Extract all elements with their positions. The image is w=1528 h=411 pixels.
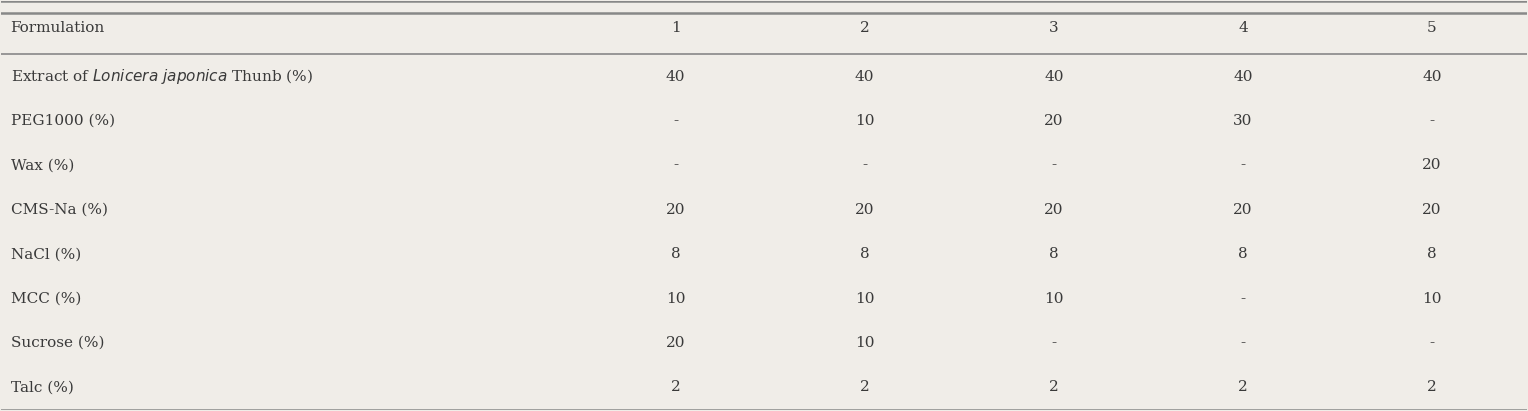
Text: Sucrose (%): Sucrose (%): [11, 336, 104, 350]
Text: PEG1000 (%): PEG1000 (%): [11, 114, 115, 128]
Text: 40: 40: [854, 69, 874, 84]
Text: 1: 1: [671, 21, 680, 35]
Text: -: -: [1430, 114, 1435, 128]
Text: -: -: [672, 114, 678, 128]
Text: 2: 2: [1048, 381, 1059, 395]
Text: 20: 20: [1233, 203, 1253, 217]
Text: 20: 20: [666, 203, 685, 217]
Text: 8: 8: [1238, 247, 1248, 261]
Text: -: -: [672, 159, 678, 173]
Text: 2: 2: [1238, 381, 1248, 395]
Text: 20: 20: [1423, 159, 1442, 173]
Text: -: -: [1241, 336, 1245, 350]
Text: -: -: [1051, 159, 1056, 173]
Text: -: -: [1051, 336, 1056, 350]
Text: 2: 2: [860, 21, 869, 35]
Text: 20: 20: [666, 336, 685, 350]
Text: 8: 8: [860, 247, 869, 261]
Text: 20: 20: [1044, 114, 1063, 128]
Text: 40: 40: [1423, 69, 1442, 84]
Text: 10: 10: [1044, 292, 1063, 306]
Text: 10: 10: [854, 114, 874, 128]
Text: NaCl (%): NaCl (%): [11, 247, 81, 261]
Text: -: -: [1430, 336, 1435, 350]
Text: 8: 8: [671, 247, 680, 261]
Text: -: -: [862, 159, 868, 173]
Text: Talc (%): Talc (%): [11, 381, 73, 395]
Text: 40: 40: [666, 69, 685, 84]
Text: 10: 10: [666, 292, 685, 306]
Text: 40: 40: [1233, 69, 1253, 84]
Text: MCC (%): MCC (%): [11, 292, 81, 306]
Text: 10: 10: [854, 292, 874, 306]
Text: -: -: [1241, 159, 1245, 173]
Text: 8: 8: [1427, 247, 1436, 261]
Text: 20: 20: [1044, 203, 1063, 217]
Text: 10: 10: [854, 336, 874, 350]
Text: 20: 20: [854, 203, 874, 217]
Text: 3: 3: [1050, 21, 1059, 35]
Text: 2: 2: [671, 381, 680, 395]
Text: 5: 5: [1427, 21, 1436, 35]
Text: -: -: [1241, 292, 1245, 306]
Text: 2: 2: [860, 381, 869, 395]
Text: 8: 8: [1050, 247, 1059, 261]
Text: 20: 20: [1423, 203, 1442, 217]
Text: Formulation: Formulation: [11, 21, 105, 35]
Text: Extract of $\mathit{Lonicera\ japonica}$ Thunb (%): Extract of $\mathit{Lonicera\ japonica}$…: [11, 67, 313, 86]
Text: 4: 4: [1238, 21, 1248, 35]
Text: CMS-Na (%): CMS-Na (%): [11, 203, 107, 217]
Text: Wax (%): Wax (%): [11, 159, 73, 173]
Text: 10: 10: [1423, 292, 1442, 306]
Text: 40: 40: [1044, 69, 1063, 84]
Text: 2: 2: [1427, 381, 1436, 395]
Text: 30: 30: [1233, 114, 1253, 128]
